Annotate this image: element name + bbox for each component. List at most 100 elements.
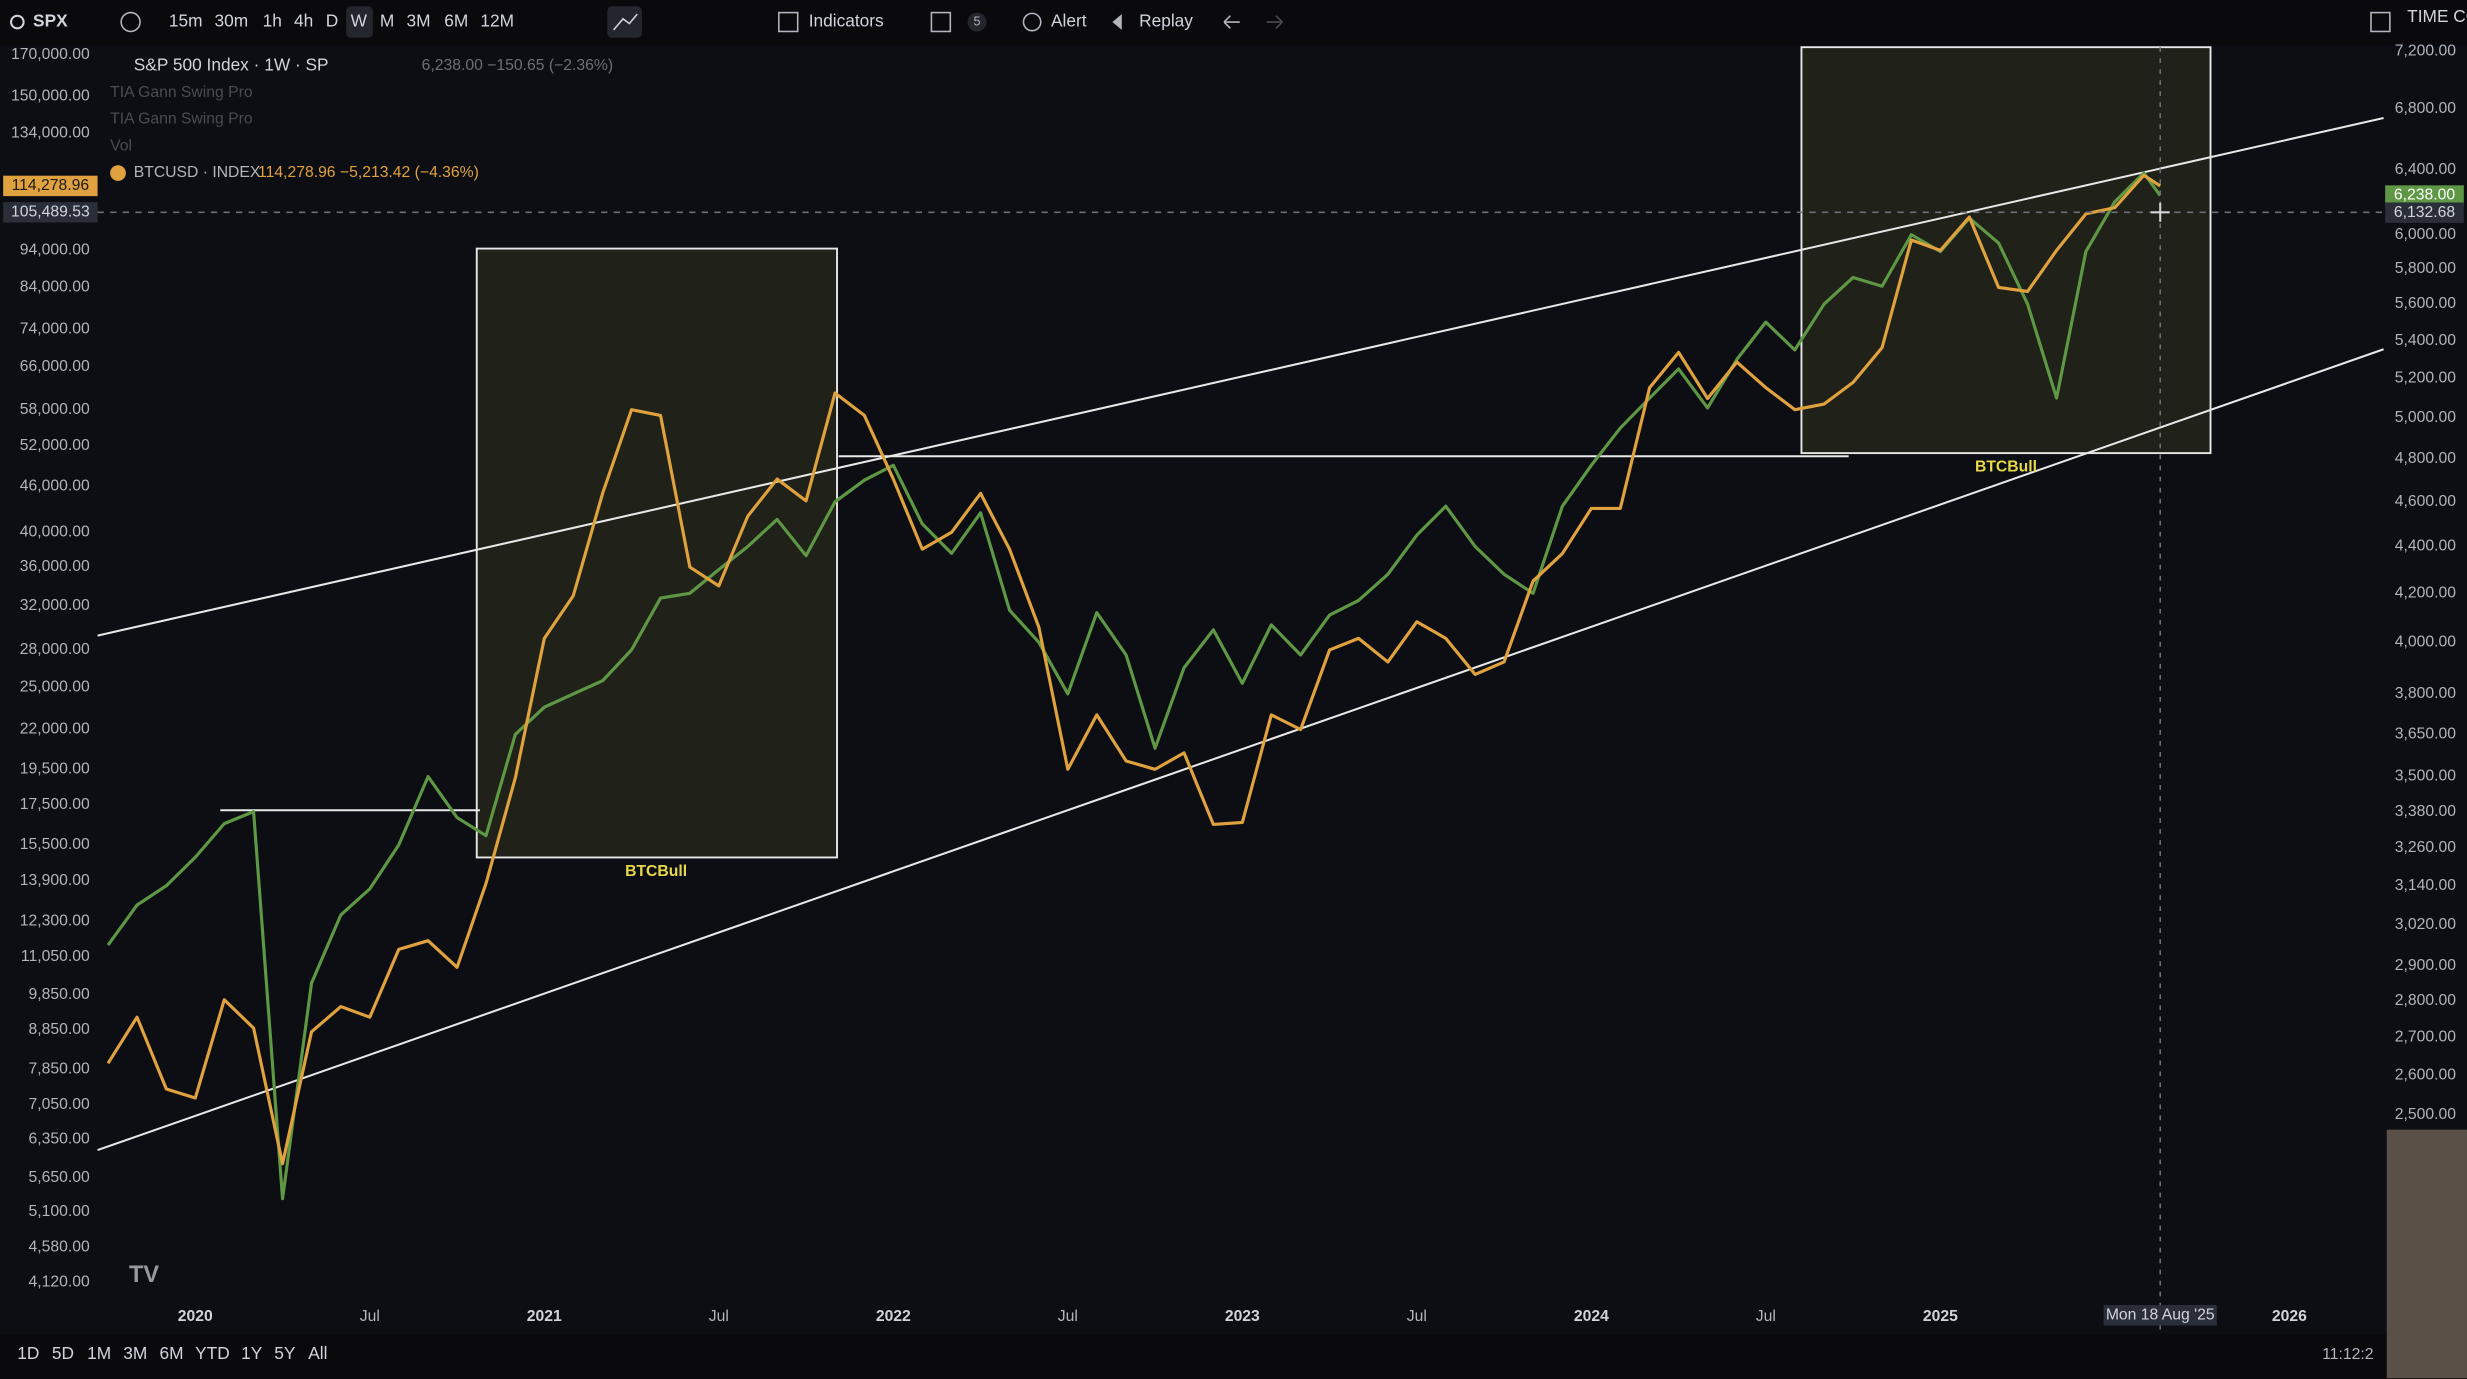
series-line bbox=[106, 173, 2162, 1166]
range-button[interactable]: All bbox=[308, 1343, 327, 1363]
legend-indicator: TIA Gann Swing Pro bbox=[110, 84, 253, 101]
y-crosshair-label-bg bbox=[3, 202, 98, 223]
legend-main-values: 6,238.00 −150.65 (−2.36%) bbox=[422, 57, 613, 74]
range-button[interactable]: YTD bbox=[195, 1343, 230, 1363]
annotation-box bbox=[1800, 46, 2212, 455]
badge-bg bbox=[967, 12, 987, 32]
y2-tick-label: 3,800.00 bbox=[2395, 685, 2456, 702]
interval-button[interactable]: 1h bbox=[263, 11, 282, 31]
bottom-toolbar bbox=[0, 1334, 2467, 1379]
y-tick-label: 13,900.00 bbox=[20, 872, 90, 889]
y2-crosshair-label: 6,132.68 bbox=[2394, 204, 2455, 221]
symbol[interactable]: SPX bbox=[33, 11, 68, 31]
x-tick-label: 2021 bbox=[527, 1308, 562, 1325]
x-tick-label: 2024 bbox=[1574, 1308, 1609, 1325]
y-tick-label: 15,500.00 bbox=[20, 836, 90, 853]
y2-tick-label: 3,650.00 bbox=[2395, 726, 2456, 743]
y2-tick-label: 3,500.00 bbox=[2395, 768, 2456, 785]
range-button[interactable]: 5D bbox=[52, 1343, 74, 1363]
annotation-label: BTCBull bbox=[625, 863, 687, 880]
redo[interactable] bbox=[1266, 15, 1283, 29]
range-button[interactable]: 3M bbox=[123, 1343, 147, 1363]
trend-line bbox=[97, 117, 2384, 637]
interval-button[interactable]: 15m bbox=[169, 11, 203, 31]
interval-button[interactable]: 12M bbox=[480, 11, 514, 31]
legend-main-title: S&P 500 Index · 1W · SP bbox=[134, 55, 329, 75]
y-tick-label: 74,000.00 bbox=[20, 320, 90, 337]
y2-tick-label: 3,140.00 bbox=[2395, 877, 2456, 894]
y2-tick-label: 4,000.00 bbox=[2395, 633, 2456, 650]
y2-tick-label: 2,500.00 bbox=[2395, 1106, 2456, 1123]
line-style-icon[interactable] bbox=[613, 13, 638, 31]
search-icon[interactable] bbox=[10, 14, 25, 30]
y-tick-label: 28,000.00 bbox=[20, 641, 90, 658]
range-button[interactable]: 6M bbox=[160, 1343, 184, 1363]
y-tick-label: 40,000.00 bbox=[20, 523, 90, 540]
y-tick-label: 134,000.00 bbox=[11, 125, 90, 142]
logo: TV bbox=[129, 1261, 159, 1287]
y2-tick-label: 5,200.00 bbox=[2395, 370, 2456, 387]
y2-tick-label: 5,000.00 bbox=[2395, 409, 2456, 426]
y2-tick-label: 5,600.00 bbox=[2395, 295, 2456, 312]
active-style-bg bbox=[607, 6, 642, 38]
y2-tick-label: 5,800.00 bbox=[2395, 260, 2456, 277]
range-button[interactable]: 1Y bbox=[241, 1343, 263, 1363]
active-interval-bg bbox=[346, 6, 373, 38]
y-tick-label: 150,000.00 bbox=[11, 87, 90, 104]
interval-button[interactable]: D bbox=[326, 11, 339, 31]
undo[interactable] bbox=[1223, 15, 1240, 29]
y-tick-label: 52,000.00 bbox=[20, 437, 90, 454]
add-symbol[interactable] bbox=[120, 11, 141, 33]
interval-button[interactable]: 3M bbox=[407, 11, 431, 31]
x-crosshair-label: Mon 18 Aug '25 bbox=[2106, 1306, 2215, 1323]
layouts-icon[interactable] bbox=[930, 11, 952, 33]
x-tick-label: 2023 bbox=[1225, 1308, 1260, 1325]
replay-button[interactable]: Replay bbox=[1139, 11, 1193, 31]
replay-icon[interactable] bbox=[1112, 14, 1122, 30]
y2-tick-label: 3,020.00 bbox=[2395, 916, 2456, 933]
y-tick-label: 25,000.00 bbox=[20, 678, 90, 695]
y2-tick-label: 4,200.00 bbox=[2395, 584, 2456, 601]
y-tick-label: 32,000.00 bbox=[20, 597, 90, 614]
y-tick-label: 11,050.00 bbox=[21, 948, 90, 965]
legend-compare-title: BTCUSD · INDEX bbox=[134, 164, 261, 181]
y-tick-label: 58,000.00 bbox=[20, 401, 90, 418]
interval-button[interactable]: M bbox=[380, 11, 394, 31]
cursor bbox=[2150, 202, 2170, 222]
drawings bbox=[97, 46, 2384, 1152]
y2-tick-label: 4,800.00 bbox=[2395, 450, 2456, 467]
legend-indicator: Vol bbox=[110, 137, 132, 154]
x-tick-label: Jul bbox=[1407, 1308, 1427, 1325]
x-tick-label: 2022 bbox=[876, 1308, 911, 1325]
range-button[interactable]: 1M bbox=[87, 1343, 111, 1363]
indicators-button[interactable]: Indicators bbox=[809, 11, 884, 31]
y-price-label: 114,278.96 bbox=[12, 177, 90, 194]
x-crosshair-label-bg bbox=[2103, 1305, 2217, 1326]
y-tick-label: 170,000.00 bbox=[11, 46, 90, 63]
y-tick-label: 7,850.00 bbox=[29, 1061, 90, 1078]
x-tick-label: Jul bbox=[360, 1308, 380, 1325]
x-tick-label: Jul bbox=[709, 1308, 729, 1325]
panel-toggle[interactable] bbox=[2370, 11, 2391, 33]
indicators-icon[interactable] bbox=[778, 11, 799, 33]
annotation-box bbox=[475, 247, 838, 859]
y2-tick-label: 3,260.00 bbox=[2395, 839, 2456, 856]
alert-icon[interactable] bbox=[1022, 12, 1042, 32]
y-tick-label: 7,050.00 bbox=[29, 1096, 90, 1113]
y2-tick-label: 6,000.00 bbox=[2395, 226, 2456, 243]
y2-tick-label: 6,800.00 bbox=[2395, 100, 2456, 117]
y-tick-label: 8,850.00 bbox=[29, 1021, 90, 1038]
y-tick-label: 94,000.00 bbox=[20, 242, 90, 259]
alert-button[interactable]: Alert bbox=[1051, 11, 1087, 31]
range-button[interactable]: 1D bbox=[17, 1343, 39, 1363]
clock: 11:12:2 bbox=[2322, 1346, 2373, 1363]
range-button[interactable]: 5Y bbox=[274, 1343, 296, 1363]
interval-button[interactable]: W bbox=[351, 11, 368, 31]
y-tick-label: 17,500.00 bbox=[20, 796, 90, 813]
y2-price-label: 6,238.00 bbox=[2394, 187, 2455, 204]
y-tick-label: 9,850.00 bbox=[29, 986, 90, 1003]
interval-button[interactable]: 4h bbox=[294, 11, 313, 31]
interval-button[interactable]: 6M bbox=[444, 11, 468, 31]
interval-button[interactable]: 30m bbox=[214, 11, 248, 31]
